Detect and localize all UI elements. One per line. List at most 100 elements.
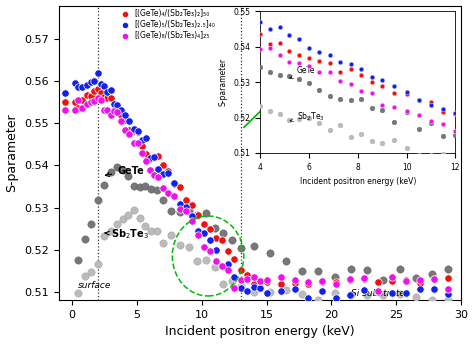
Point <box>364 292 371 298</box>
Point <box>94 197 101 203</box>
[(GeTe)₅/(Sb₂Te₃)₂.₅]₄₀ <box>194 229 202 234</box>
Point <box>331 274 338 280</box>
[(GeTe)₈/(Sb₂Te₃)₄]₂₅ <box>176 206 184 212</box>
[(GeTe)₈/(Sb₂Te₃)₄]₂₅ <box>243 276 251 282</box>
[(GeTe)₄/(Sb₂Te₃)₂]₅₀ <box>61 99 69 105</box>
[(GeTe)₄/(Sb₂Te₃)₂]₅₀ <box>256 278 264 284</box>
[(GeTe)₈/(Sb₂Te₃)₄]₂₅ <box>445 286 452 292</box>
Point <box>125 173 132 179</box>
[(GeTe)₈/(Sb₂Te₃)₄]₂₅ <box>182 208 190 213</box>
[(GeTe)₄/(Sb₂Te₃)₂]₅₀ <box>150 154 158 160</box>
[(GeTe)₈/(Sb₂Te₃)₄]₂₅ <box>91 98 98 104</box>
[(GeTe)₅/(Sb₂Te₃)₂.₅]₄₀ <box>374 290 382 295</box>
[(GeTe)₅/(Sb₂Te₃)₂.₅]₄₀ <box>403 290 410 295</box>
[(GeTe)₄/(Sb₂Te₃)₂]₅₀ <box>188 202 196 207</box>
[(GeTe)₄/(Sb₂Te₃)₂]₅₀ <box>182 197 190 203</box>
[(GeTe)₄/(Sb₂Te₃)₂]₅₀ <box>113 105 121 110</box>
[(GeTe)₄/(Sb₂Te₃)₂]₅₀ <box>417 280 424 286</box>
Point <box>130 207 138 213</box>
[(GeTe)₈/(Sb₂Te₃)₄]₂₅ <box>218 263 226 269</box>
[(GeTe)₅/(Sb₂Te₃)₂.₅]₄₀ <box>171 180 178 186</box>
[(GeTe)₈/(Sb₂Te₃)₄]₂₅ <box>403 279 410 284</box>
[(GeTe)₈/(Sb₂Te₃)₄]₂₅ <box>277 274 284 279</box>
Point <box>347 266 355 271</box>
Point <box>237 245 244 250</box>
[(GeTe)₅/(Sb₂Te₃)₂.₅]₄₀ <box>319 289 326 294</box>
[(GeTe)₄/(Sb₂Te₃)₂]₅₀ <box>130 129 137 134</box>
[(GeTe)₈/(Sb₂Te₃)₄]₂₅ <box>431 276 438 282</box>
Point <box>428 298 436 303</box>
[(GeTe)₈/(Sb₂Te₃)₄]₂₅ <box>212 258 219 263</box>
[(GeTe)₈/(Sb₂Te₃)₄]₂₅ <box>74 97 82 102</box>
[(GeTe)₄/(Sb₂Te₃)₂]₅₀ <box>97 90 105 96</box>
[(GeTe)₄/(Sb₂Te₃)₂]₅₀ <box>146 156 154 162</box>
[(GeTe)₈/(Sb₂Te₃)₄]₂₅ <box>305 279 312 285</box>
Point <box>428 271 436 277</box>
Point <box>219 281 227 286</box>
[(GeTe)₈/(Sb₂Te₃)₄]₂₅ <box>83 102 91 107</box>
[(GeTe)₄/(Sb₂Te₃)₂]₅₀ <box>305 281 312 287</box>
[(GeTe)₄/(Sb₂Te₃)₂]₅₀ <box>176 184 184 190</box>
Point <box>94 261 101 266</box>
[(GeTe)₅/(Sb₂Te₃)₂.₅]₄₀ <box>121 112 129 118</box>
[(GeTe)₅/(Sb₂Te₃)₂.₅]₄₀ <box>126 118 133 123</box>
[(GeTe)₈/(Sb₂Te₃)₄]₂₅ <box>159 185 166 191</box>
Point <box>113 164 121 169</box>
Point <box>153 228 161 234</box>
Point <box>113 222 121 227</box>
[(GeTe)₈/(Sb₂Te₃)₄]₂₅ <box>61 107 69 112</box>
Point <box>81 273 88 279</box>
Point <box>193 259 201 264</box>
[(GeTe)₅/(Sb₂Te₃)₂.₅]₄₀ <box>277 289 284 294</box>
Point <box>202 210 210 215</box>
Point <box>202 257 210 263</box>
[(GeTe)₈/(Sb₂Te₃)₄]₂₅ <box>126 131 133 137</box>
[(GeTe)₅/(Sb₂Te₃)₂.₅]₄₀ <box>91 78 98 84</box>
[(GeTe)₅/(Sb₂Te₃)₂.₅]₄₀ <box>150 154 158 160</box>
[(GeTe)₄/(Sb₂Te₃)₂]₅₀ <box>103 95 111 100</box>
Point <box>315 269 322 274</box>
[(GeTe)₄/(Sb₂Te₃)₂]₅₀ <box>218 237 226 243</box>
[(GeTe)₈/(Sb₂Te₃)₄]₂₅ <box>171 193 178 199</box>
[(GeTe)₄/(Sb₂Te₃)₂]₅₀ <box>224 249 231 254</box>
[(GeTe)₅/(Sb₂Te₃)₂.₅]₄₀ <box>110 101 118 106</box>
[(GeTe)₄/(Sb₂Te₃)₂]₅₀ <box>110 107 118 112</box>
[(GeTe)₄/(Sb₂Te₃)₂]₅₀ <box>374 279 382 284</box>
[(GeTe)₈/(Sb₂Te₃)₄]₂₅ <box>319 278 326 284</box>
[(GeTe)₅/(Sb₂Te₃)₂.₅]₄₀ <box>118 107 125 113</box>
[(GeTe)₅/(Sb₂Te₃)₂.₅]₄₀ <box>113 102 121 108</box>
[(GeTe)₅/(Sb₂Te₃)₂.₅]₄₀ <box>431 287 438 292</box>
Point <box>74 290 82 295</box>
[(GeTe)₄/(Sb₂Te₃)₂]₅₀ <box>333 280 340 285</box>
Point <box>299 268 306 273</box>
[(GeTe)₅/(Sb₂Te₃)₂.₅]₄₀ <box>142 136 150 141</box>
[(GeTe)₄/(Sb₂Te₃)₂]₅₀ <box>87 94 95 99</box>
X-axis label: Incident positron energy (keV): Incident positron energy (keV) <box>165 325 355 338</box>
Point <box>167 208 175 214</box>
[(GeTe)₅/(Sb₂Te₃)₂.₅]₄₀ <box>206 238 214 243</box>
Point <box>299 291 306 297</box>
[(GeTe)₅/(Sb₂Te₃)₂.₅]₄₀ <box>155 166 162 172</box>
[(GeTe)₅/(Sb₂Te₃)₂.₅]₄₀ <box>130 126 137 132</box>
[(GeTe)₄/(Sb₂Te₃)₂]₅₀ <box>445 276 452 281</box>
[(GeTe)₄/(Sb₂Te₃)₂]₅₀ <box>403 278 410 283</box>
[(GeTe)₅/(Sb₂Te₃)₂.₅]₄₀ <box>61 90 69 96</box>
[(GeTe)₈/(Sb₂Te₃)₄]₂₅ <box>224 267 231 273</box>
Point <box>331 290 338 296</box>
[(GeTe)₈/(Sb₂Te₃)₄]₂₅ <box>389 275 396 280</box>
[(GeTe)₅/(Sb₂Te₃)₂.₅]₄₀ <box>164 171 172 176</box>
Y-axis label: S-parameter: S-parameter <box>6 114 18 192</box>
[(GeTe)₄/(Sb₂Te₃)₂]₅₀ <box>171 181 178 186</box>
[(GeTe)₅/(Sb₂Te₃)₂.₅]₄₀ <box>230 274 238 280</box>
[(GeTe)₅/(Sb₂Te₃)₂.₅]₄₀ <box>182 205 190 210</box>
Point <box>136 216 144 221</box>
[(GeTe)₅/(Sb₂Te₃)₂.₅]₄₀ <box>107 88 114 93</box>
[(GeTe)₈/(Sb₂Te₃)₄]₂₅ <box>333 281 340 286</box>
[(GeTe)₅/(Sb₂Te₃)₂.₅]₄₀ <box>72 80 79 86</box>
[(GeTe)₈/(Sb₂Te₃)₄]₂₅ <box>194 232 202 238</box>
[(GeTe)₈/(Sb₂Te₃)₄]₂₅ <box>103 107 111 112</box>
Point <box>147 186 155 192</box>
Point <box>74 257 82 263</box>
[(GeTe)₅/(Sb₂Te₃)₂.₅]₄₀ <box>291 286 298 292</box>
[(GeTe)₅/(Sb₂Te₃)₂.₅]₄₀ <box>361 288 368 293</box>
